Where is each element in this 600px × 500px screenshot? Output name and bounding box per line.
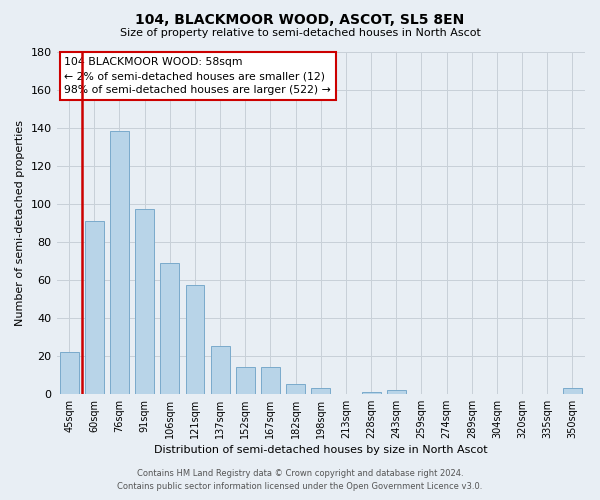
Bar bbox=[185, 286, 205, 394]
Bar bbox=[59, 352, 79, 394]
Bar bbox=[211, 346, 230, 394]
Bar bbox=[286, 384, 305, 394]
Text: Size of property relative to semi-detached houses in North Ascot: Size of property relative to semi-detach… bbox=[119, 28, 481, 38]
Y-axis label: Number of semi-detached properties: Number of semi-detached properties bbox=[15, 120, 25, 326]
Bar bbox=[261, 367, 280, 394]
Bar bbox=[563, 388, 582, 394]
Bar bbox=[160, 262, 179, 394]
Text: 104, BLACKMOOR WOOD, ASCOT, SL5 8EN: 104, BLACKMOOR WOOD, ASCOT, SL5 8EN bbox=[136, 12, 464, 26]
X-axis label: Distribution of semi-detached houses by size in North Ascot: Distribution of semi-detached houses by … bbox=[154, 445, 488, 455]
Bar bbox=[311, 388, 330, 394]
Bar bbox=[236, 367, 255, 394]
Bar bbox=[387, 390, 406, 394]
Bar bbox=[85, 221, 104, 394]
Text: Contains HM Land Registry data © Crown copyright and database right 2024.
Contai: Contains HM Land Registry data © Crown c… bbox=[118, 470, 482, 491]
Bar bbox=[110, 132, 129, 394]
Bar bbox=[362, 392, 380, 394]
Text: 104 BLACKMOOR WOOD: 58sqm
← 2% of semi-detached houses are smaller (12)
98% of s: 104 BLACKMOOR WOOD: 58sqm ← 2% of semi-d… bbox=[64, 56, 331, 96]
Bar bbox=[135, 210, 154, 394]
